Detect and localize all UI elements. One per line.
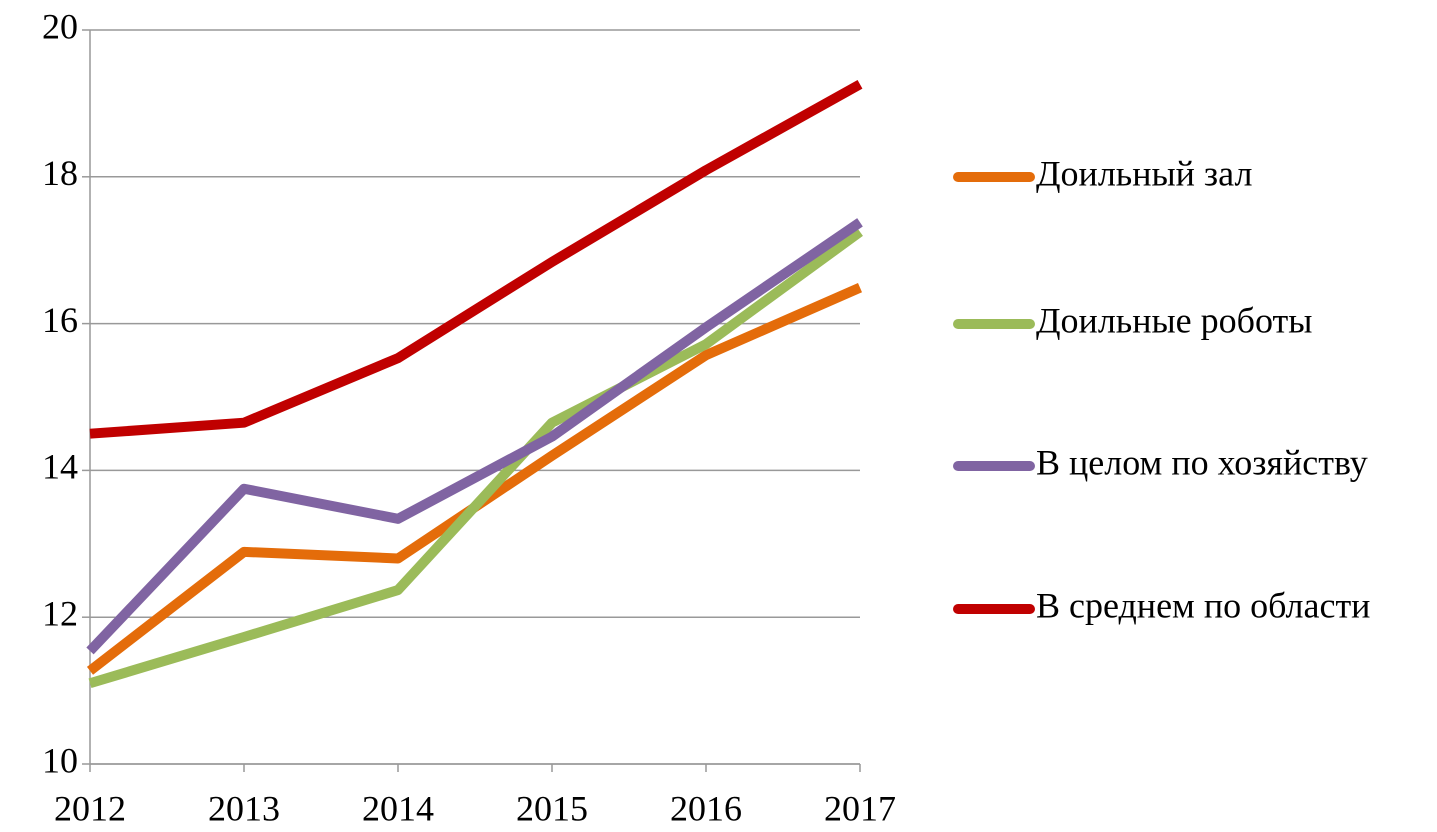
x-tick-label: 2014 (362, 788, 434, 828)
series-line (88, 227, 863, 689)
y-tick-label: 20 (42, 6, 78, 46)
x-tick-label: 2017 (824, 788, 896, 828)
x-tick-label: 2013 (208, 788, 280, 828)
y-tick-label: 16 (42, 300, 78, 340)
series-line (86, 218, 863, 655)
legend-label: Доильные роботы (1036, 300, 1312, 340)
y-tick-label: 10 (42, 740, 78, 780)
y-tick-label: 14 (42, 447, 78, 487)
x-tick-label: 2015 (516, 788, 588, 828)
y-tick-label: 18 (42, 153, 78, 193)
series-line (89, 79, 863, 439)
legend-label: Доильный зал (1036, 153, 1252, 193)
y-tick-label: 12 (42, 593, 78, 633)
legend-label: В среднем по области (1036, 585, 1370, 625)
x-tick-label: 2012 (54, 788, 126, 828)
legend-label: В целом по хозяйству (1036, 442, 1368, 482)
x-tick-label: 2016 (670, 788, 742, 828)
